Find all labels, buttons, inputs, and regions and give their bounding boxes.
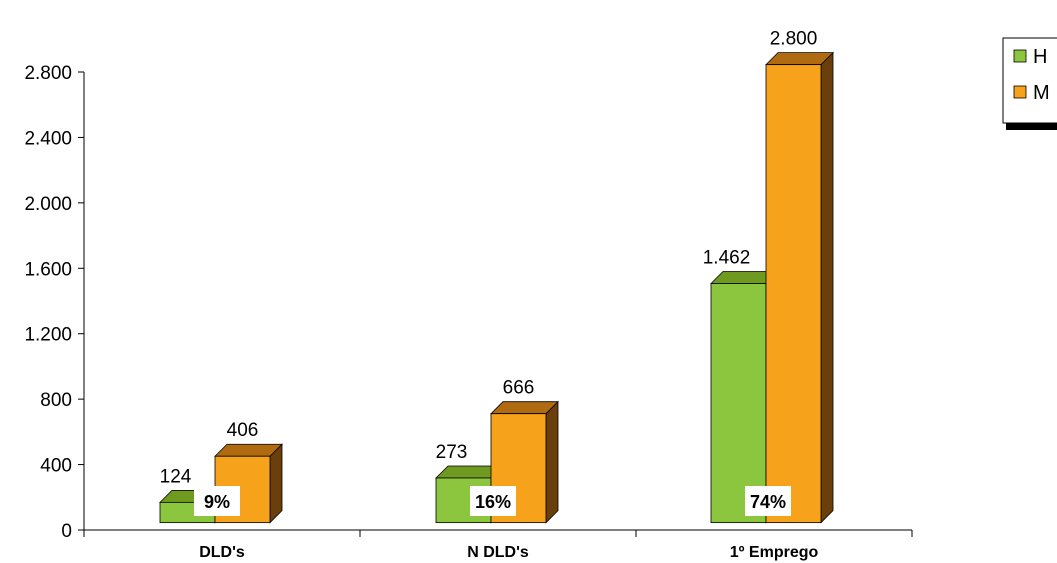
x-category-label: 1º Emprego (730, 544, 819, 561)
bars (160, 53, 833, 523)
y-tick-label: 2.800 (24, 63, 72, 84)
y-tick-label: 1.200 (24, 325, 72, 346)
bar-m-front (766, 65, 821, 523)
data-label: 666 (503, 378, 535, 399)
bar-m (766, 53, 833, 523)
data-label: 2.800 (770, 29, 818, 50)
legend: HM (1003, 38, 1057, 130)
y-tick-label: 2.400 (24, 128, 72, 149)
bar-m-top (215, 444, 282, 456)
percent-label: 9% (204, 492, 230, 512)
bar-m-top (766, 53, 833, 65)
y-tick-label: 0 (61, 521, 72, 542)
y-tick-label: 1.600 (24, 259, 72, 280)
y-tick-label: 400 (40, 456, 72, 477)
data-label: 406 (227, 420, 259, 441)
bar-m-side (270, 444, 282, 522)
legend-box (1003, 38, 1057, 123)
percent-label: 74% (750, 492, 786, 512)
data-label: 124 (160, 466, 192, 487)
legend-label: M (1033, 82, 1050, 104)
bar-m-side (821, 53, 833, 523)
percent-label: 16% (475, 492, 511, 512)
bar-m-top (491, 402, 558, 414)
x-category-label: N DLD's (467, 544, 529, 561)
bar-m-side (546, 402, 558, 523)
legend-swatch-h (1014, 50, 1026, 62)
legend-swatch-m (1014, 86, 1026, 98)
legend-label: H (1033, 46, 1047, 68)
data-label: 1.462 (703, 247, 751, 268)
x-category-label: DLD's (199, 544, 245, 561)
y-tick-label: 2.000 (24, 194, 72, 215)
y-tick-label: 800 (40, 390, 72, 411)
data-label: 273 (436, 442, 468, 463)
legend-shadow (1006, 123, 1057, 130)
